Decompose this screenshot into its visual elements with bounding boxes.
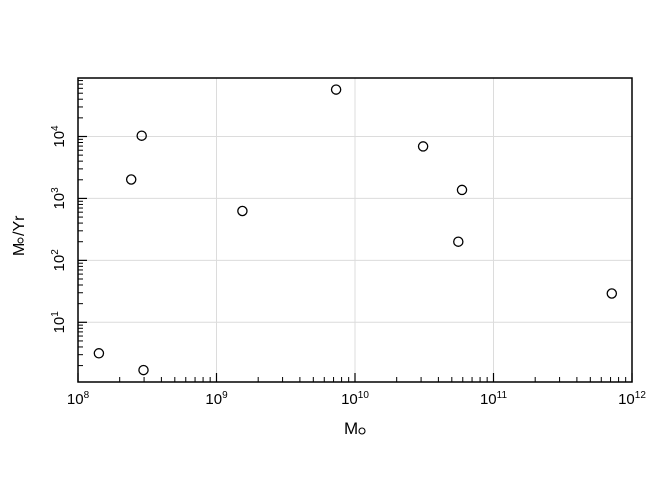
svg-text:M: M [11, 243, 28, 256]
svg-text:/Yr: /Yr [11, 215, 28, 236]
svg-text:M: M [344, 419, 358, 438]
